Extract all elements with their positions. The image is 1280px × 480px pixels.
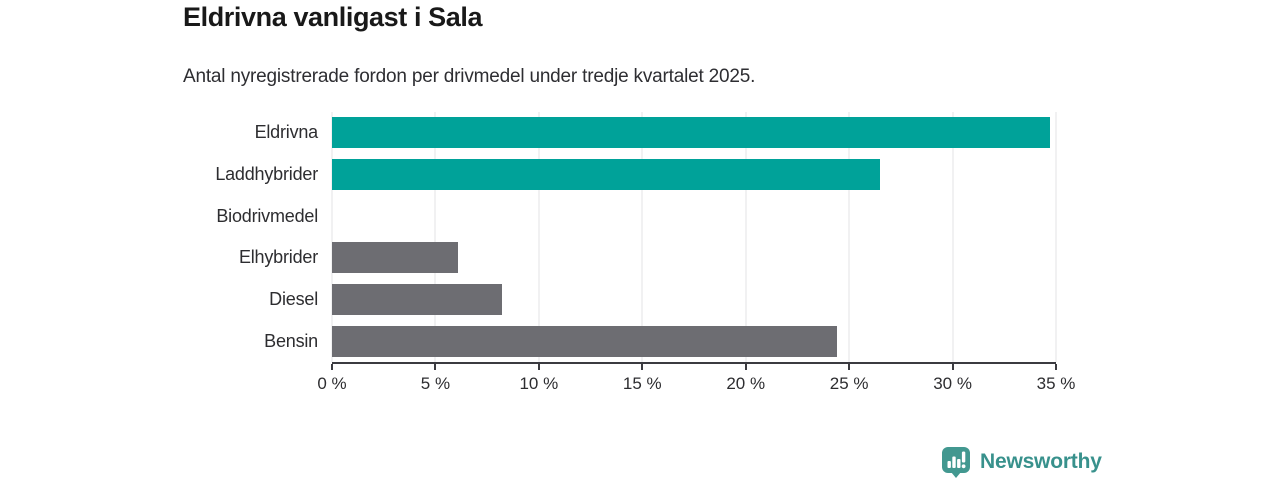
bar-row-bensin <box>332 320 1056 362</box>
x-axis-tick-mark <box>951 364 954 370</box>
bar-row-laddhybrider <box>332 154 1056 196</box>
x-axis-tick-label: 25 % <box>829 374 869 393</box>
x-axis-tick-label: 20 % <box>726 374 766 393</box>
gridline <box>848 112 850 362</box>
x-axis-tick-mark <box>641 364 644 370</box>
bar-diesel <box>332 283 502 315</box>
x-axis-tick-label: 5 % <box>420 374 451 393</box>
x-axis-tick-mark <box>1055 364 1057 370</box>
bar-bensin <box>332 325 837 357</box>
category-label-laddhybrider: Laddhybrider <box>215 163 318 184</box>
bar-laddhybrider <box>332 158 881 190</box>
brand-name: Newsworthy <box>980 450 1102 473</box>
gridline <box>331 112 333 362</box>
gridline <box>1055 112 1057 362</box>
x-axis-tick-mark <box>331 364 333 370</box>
bar-eldrivna <box>332 117 1050 149</box>
bar-row-diesel <box>332 279 1056 321</box>
category-label-elhybrider: Elhybrider <box>238 247 318 268</box>
category-label-eldrivna: Eldrivna <box>254 122 319 143</box>
gridline <box>538 112 540 362</box>
x-axis-tick-mark <box>744 364 747 370</box>
bar-row-elhybrider <box>332 237 1056 279</box>
bar-elhybrider <box>332 242 459 274</box>
category-labels: Eldrivna Laddhybrider Biodrivmedel Elhybrid… <box>0 112 318 362</box>
chart-subtitle: Antal nyregistrerade fordon per drivmede… <box>183 66 756 87</box>
brand-footer: Newsworthy <box>941 446 1102 478</box>
category-label-biodrivmedel: Biodrivmedel <box>216 205 318 226</box>
bar-row-biodrivmedel <box>332 195 1056 237</box>
x-axis-tick-mark <box>434 364 437 370</box>
category-label-diesel: Diesel <box>269 288 318 309</box>
chart-title: Eldrivna vanligast i Sala <box>183 2 483 32</box>
x-axis-tick-labels: 0 % 5 % 10 % 15 % 20 % 25 % 30 % 35 % <box>0 374 1280 398</box>
gridline <box>641 112 643 362</box>
bar-row-eldrivna <box>332 112 1056 154</box>
x-axis-tick-label: 10 % <box>519 374 559 393</box>
newsworthy-logo-icon <box>942 447 970 478</box>
x-axis-tick-label: 0 % <box>317 374 347 393</box>
x-axis-tick-mark <box>848 364 851 370</box>
x-axis-tick-mark <box>537 364 540 370</box>
gridline <box>434 112 436 362</box>
plot-area <box>331 112 1057 370</box>
x-axis-tick-label: 15 % <box>622 374 662 393</box>
x-axis-tick-label: 30 % <box>933 374 972 393</box>
x-axis-tick-label: 35 % <box>1036 374 1076 393</box>
gridline <box>952 112 954 362</box>
gridline <box>745 112 747 362</box>
category-label-bensin: Bensin <box>264 330 318 351</box>
